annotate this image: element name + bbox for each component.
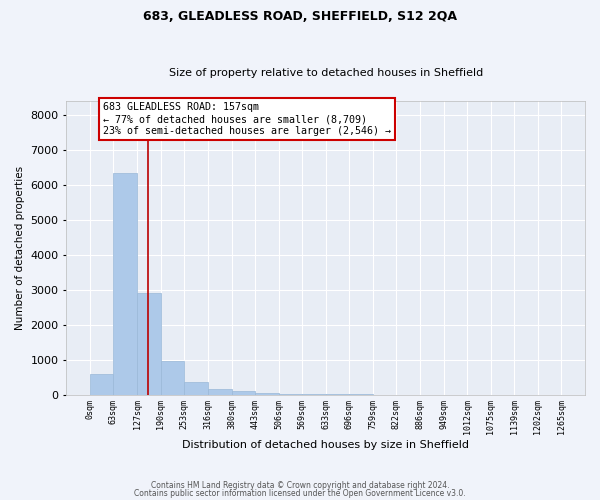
Bar [137,293,161,394]
Text: 683 GLEADLESS ROAD: 157sqm
← 77% of detached houses are smaller (8,709)
23% of s: 683 GLEADLESS ROAD: 157sqm ← 77% of deta… [103,102,391,136]
Bar [208,389,232,394]
X-axis label: Distribution of detached houses by size in Sheffield: Distribution of detached houses by size … [182,440,469,450]
Bar [232,392,255,394]
Y-axis label: Number of detached properties: Number of detached properties [15,166,25,330]
Text: 683, GLEADLESS ROAD, SHEFFIELD, S12 2QA: 683, GLEADLESS ROAD, SHEFFIELD, S12 2QA [143,10,457,23]
Title: Size of property relative to detached houses in Sheffield: Size of property relative to detached ho… [169,68,483,78]
Text: Contains public sector information licensed under the Open Government Licence v3: Contains public sector information licen… [134,488,466,498]
Bar [161,360,184,394]
Bar [255,392,278,394]
Text: Contains HM Land Registry data © Crown copyright and database right 2024.: Contains HM Land Registry data © Crown c… [151,481,449,490]
Bar [90,374,113,394]
Bar [184,382,208,394]
Bar [113,172,137,394]
